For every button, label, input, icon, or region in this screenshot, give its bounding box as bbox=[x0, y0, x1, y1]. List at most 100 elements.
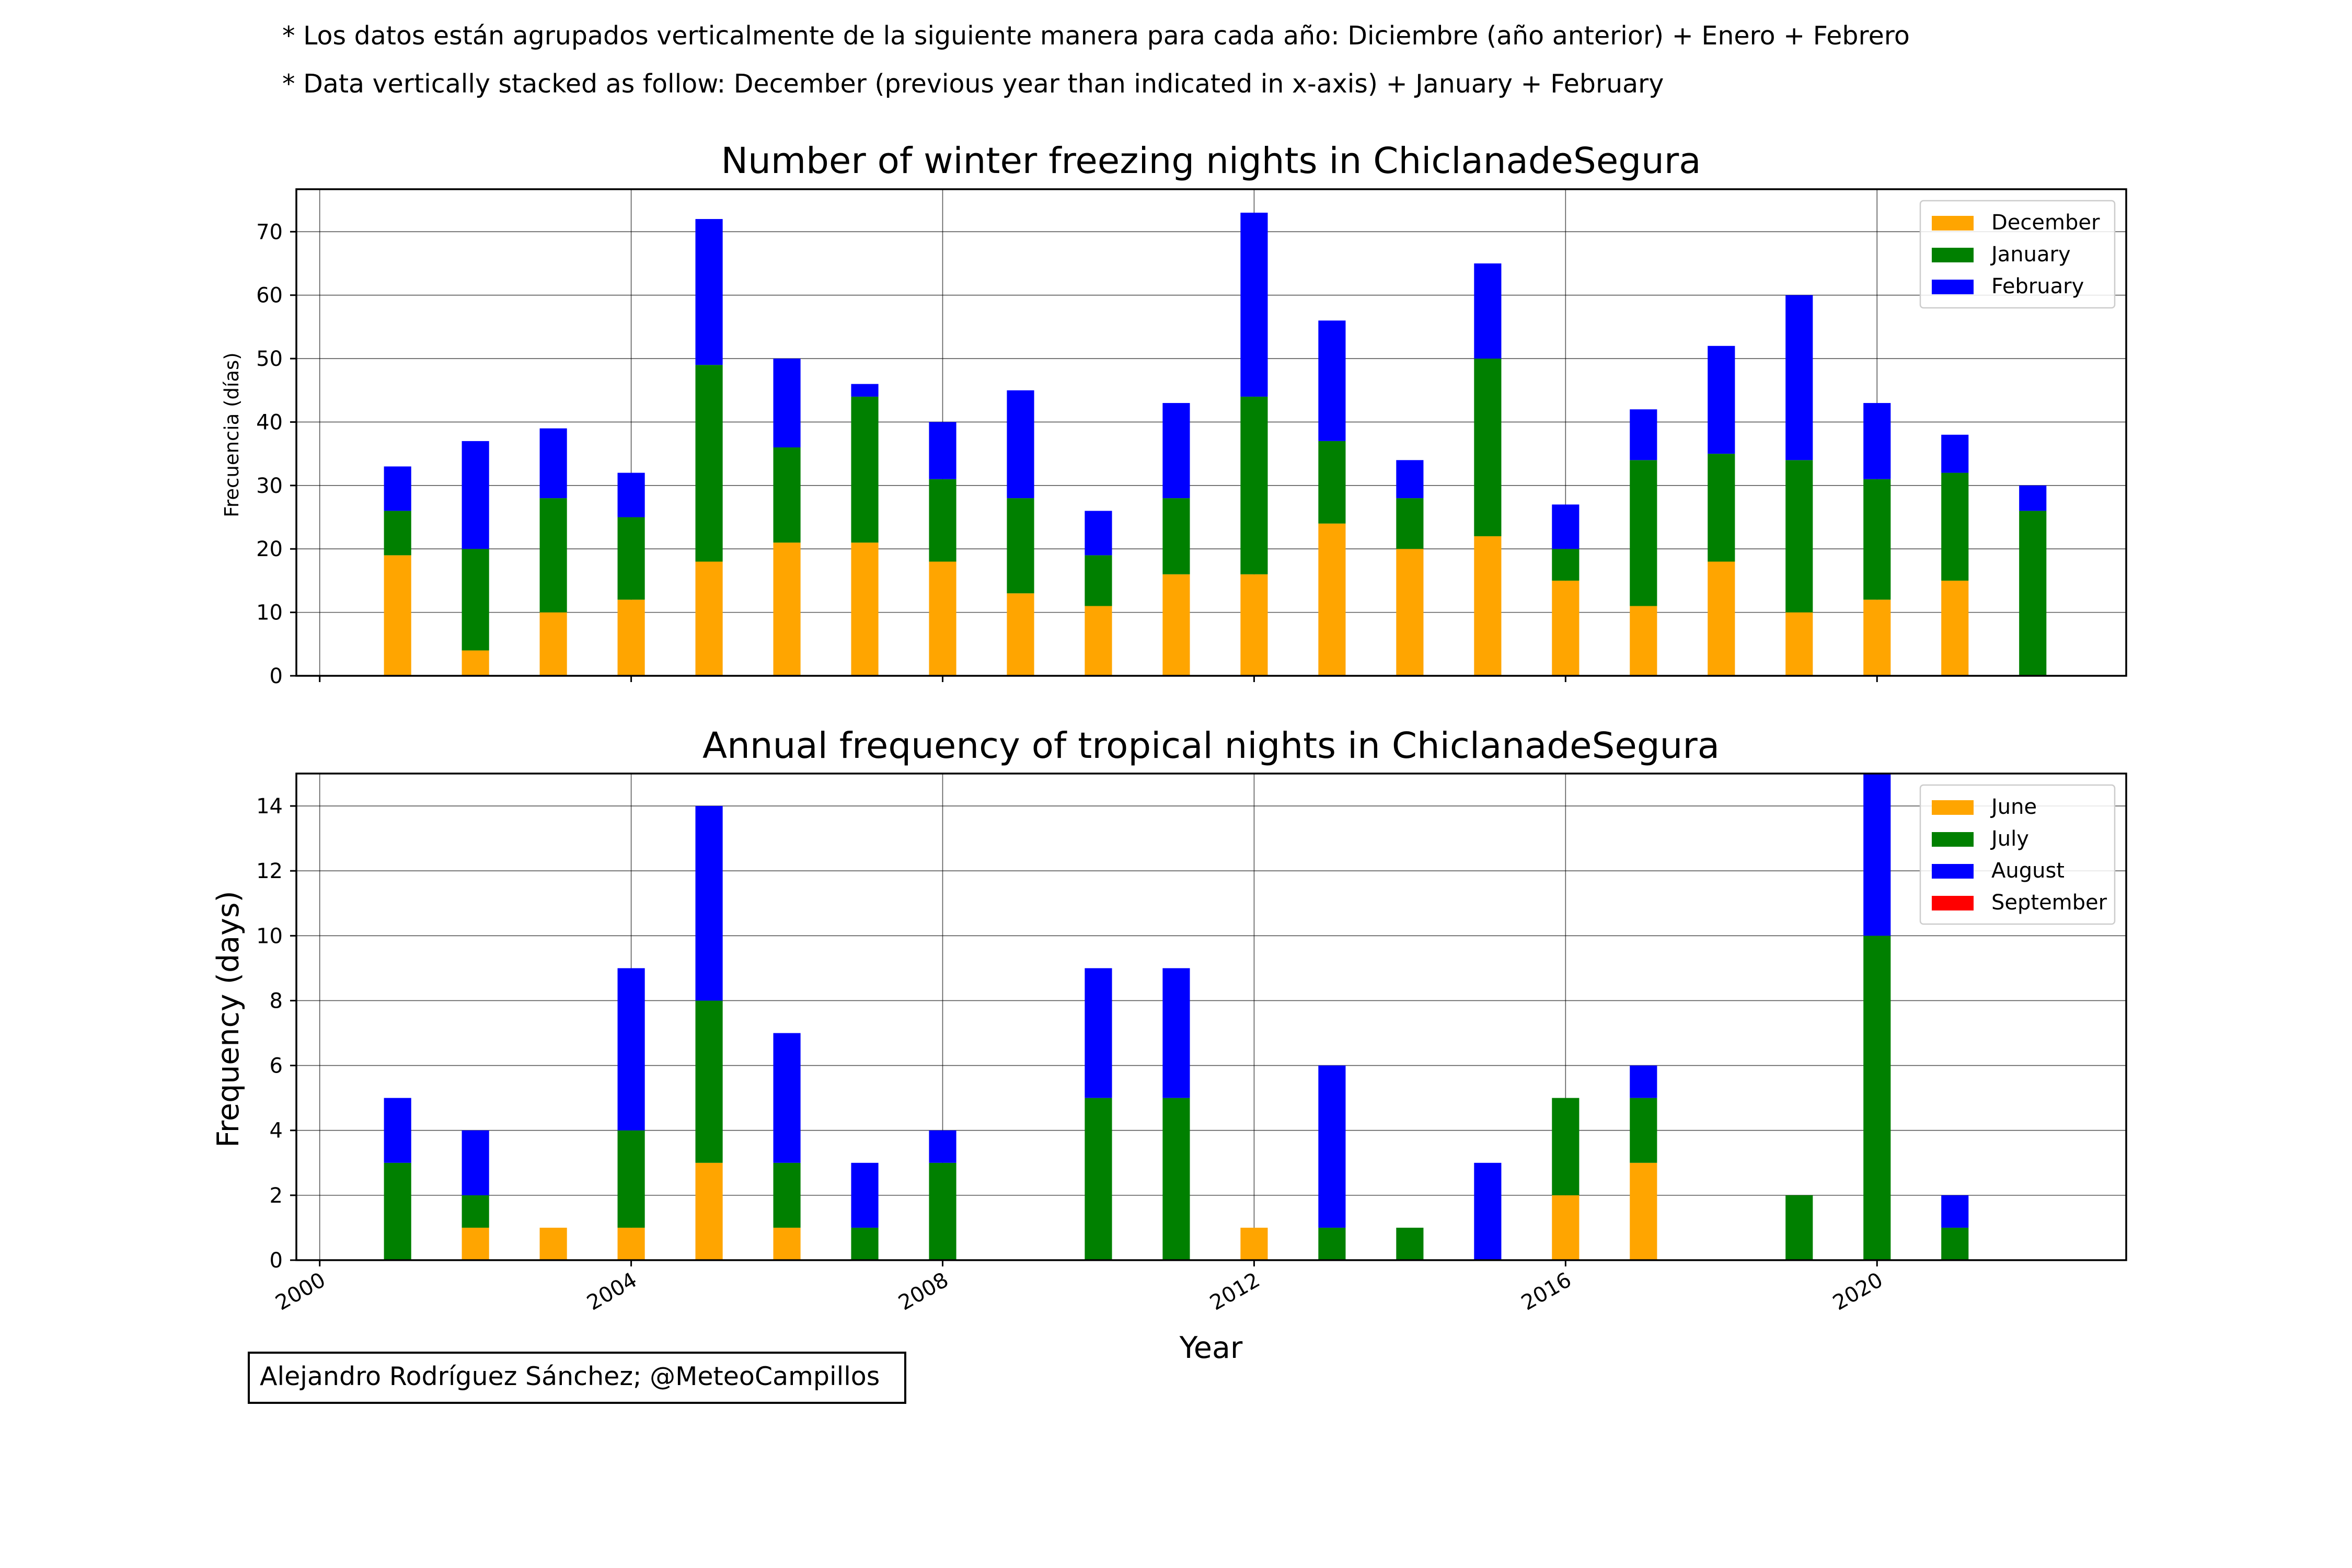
bar-june-2005 bbox=[695, 1162, 723, 1260]
legend-label-june: June bbox=[1990, 795, 2037, 819]
bar-february-2007 bbox=[851, 384, 879, 397]
bar-january-2015 bbox=[1474, 359, 1502, 536]
bar-december-2007 bbox=[851, 543, 879, 676]
bar-december-2015 bbox=[1474, 536, 1502, 676]
bar-december-2011 bbox=[1162, 574, 1190, 676]
bar-august-2021 bbox=[1941, 1195, 1969, 1228]
bar-july-2016 bbox=[1552, 1098, 1579, 1195]
y-tick-label: 20 bbox=[256, 537, 283, 561]
y-tick-label: 0 bbox=[270, 664, 283, 688]
y-axis-label: Frequency (days) bbox=[211, 891, 246, 1148]
bar-december-2002 bbox=[462, 650, 489, 676]
bar-june-2002 bbox=[462, 1227, 489, 1260]
bar-july-2019 bbox=[1785, 1195, 1813, 1260]
legend-label-december: December bbox=[1991, 211, 2100, 235]
legend-swatch-july bbox=[1932, 832, 1974, 847]
legend-swatch-january bbox=[1932, 248, 1974, 262]
credit-box: Alejandro Rodríguez Sánchez; @MeteoCampi… bbox=[248, 1352, 906, 1404]
legend-label-january: January bbox=[1990, 243, 2071, 267]
bar-february-2001 bbox=[384, 466, 411, 511]
bar-january-2001 bbox=[384, 511, 411, 556]
bar-august-2002 bbox=[462, 1130, 489, 1195]
credit-text: Alejandro Rodríguez Sánchez; @MeteoCampi… bbox=[260, 1362, 880, 1391]
bar-february-2021 bbox=[1941, 434, 1969, 473]
bar-january-2005 bbox=[695, 365, 723, 562]
y-tick-label: 4 bbox=[270, 1119, 283, 1143]
note-english: * Data vertically stacked as follow: Dec… bbox=[282, 69, 1664, 99]
bar-february-2022 bbox=[2019, 485, 2047, 511]
bar-february-2019 bbox=[1785, 295, 1813, 460]
bar-december-2004 bbox=[617, 599, 645, 676]
bar-december-2001 bbox=[384, 555, 411, 676]
bar-august-2008 bbox=[929, 1130, 956, 1163]
bar-january-2018 bbox=[1708, 454, 1735, 562]
chart-title: Annual frequency of tropical nights in C… bbox=[702, 725, 1720, 767]
bar-july-2014 bbox=[1396, 1227, 1424, 1260]
bar-february-2010 bbox=[1085, 511, 1112, 556]
plot-frame bbox=[295, 188, 2127, 677]
bar-december-2010 bbox=[1085, 606, 1112, 676]
bar-december-2019 bbox=[1785, 612, 1813, 676]
legend-label-september: September bbox=[1991, 891, 2107, 915]
legend-swatch-june bbox=[1932, 800, 1974, 815]
legend: June July August September bbox=[1919, 784, 2116, 925]
y-tick-label: 70 bbox=[256, 220, 283, 244]
bar-december-2017 bbox=[1630, 606, 1657, 676]
bar-december-2003 bbox=[539, 612, 567, 676]
bar-august-2013 bbox=[1318, 1065, 1346, 1228]
bar-august-2015 bbox=[1474, 1162, 1502, 1260]
bar-december-2016 bbox=[1552, 580, 1579, 676]
plot-frame bbox=[295, 773, 2127, 1261]
y-tick-label: 0 bbox=[270, 1249, 283, 1273]
chart-winter-freezing: Number of winter freezing nights in Chic… bbox=[221, 140, 2127, 688]
bar-july-2006 bbox=[773, 1162, 801, 1228]
bar-february-2003 bbox=[539, 428, 567, 499]
bar-august-2017 bbox=[1630, 1065, 1657, 1098]
bar-july-2021 bbox=[1941, 1227, 1969, 1260]
bar-february-2012 bbox=[1240, 212, 1268, 397]
bar-august-2005 bbox=[695, 806, 723, 1001]
bar-december-2006 bbox=[773, 543, 801, 676]
bar-june-2003 bbox=[539, 1227, 567, 1260]
bar-january-2020 bbox=[1863, 479, 1891, 600]
bar-january-2006 bbox=[773, 447, 801, 543]
bar-december-2018 bbox=[1708, 561, 1735, 676]
bar-january-2003 bbox=[539, 498, 567, 613]
bar-august-2010 bbox=[1085, 968, 1112, 1098]
bar-february-2005 bbox=[695, 219, 723, 365]
bar-july-2010 bbox=[1085, 1098, 1112, 1260]
bar-august-2006 bbox=[773, 1033, 801, 1163]
bar-january-2022 bbox=[2019, 511, 2047, 676]
bar-july-2004 bbox=[617, 1130, 645, 1228]
bar-january-2013 bbox=[1318, 441, 1346, 524]
bar-july-2005 bbox=[695, 1000, 723, 1163]
y-tick-label: 6 bbox=[270, 1054, 283, 1078]
y-tick-label: 30 bbox=[256, 474, 283, 498]
bar-january-2002 bbox=[462, 549, 489, 651]
bar-december-2009 bbox=[1007, 593, 1034, 676]
bar-february-2006 bbox=[773, 359, 801, 448]
bar-january-2019 bbox=[1785, 460, 1813, 613]
y-tick-label: 40 bbox=[256, 410, 283, 434]
y-tick-label: 2 bbox=[270, 1184, 283, 1208]
legend-swatch-august bbox=[1932, 864, 1974, 879]
legend-swatch-december bbox=[1932, 216, 1974, 230]
legend-swatch-february bbox=[1932, 280, 1974, 294]
bar-february-2020 bbox=[1863, 403, 1891, 479]
bar-august-2007 bbox=[851, 1162, 879, 1228]
bar-december-2021 bbox=[1941, 580, 1969, 676]
bar-february-2004 bbox=[617, 472, 645, 517]
legend-label-august: August bbox=[1991, 859, 2065, 883]
bar-january-2010 bbox=[1085, 555, 1112, 606]
bar-august-2001 bbox=[384, 1098, 411, 1163]
bar-december-2013 bbox=[1318, 523, 1346, 676]
legend-frame bbox=[1919, 784, 2116, 925]
legend-swatch-september bbox=[1932, 896, 1974, 910]
bar-february-2009 bbox=[1007, 390, 1034, 499]
bar-july-2020 bbox=[1863, 936, 1891, 1260]
bar-february-2011 bbox=[1162, 403, 1190, 499]
bar-february-2013 bbox=[1318, 320, 1346, 441]
bar-january-2008 bbox=[929, 479, 956, 562]
bar-july-2011 bbox=[1162, 1098, 1190, 1260]
bar-january-2011 bbox=[1162, 498, 1190, 574]
